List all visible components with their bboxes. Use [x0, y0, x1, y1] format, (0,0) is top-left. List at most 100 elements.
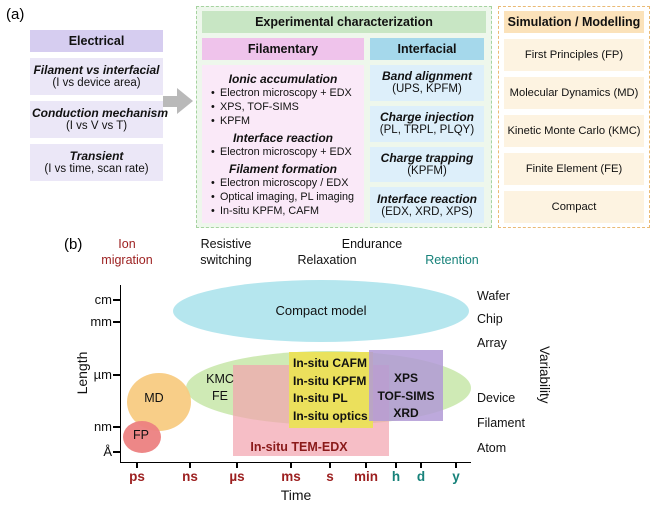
- right-label-Atom: Atom: [477, 441, 507, 455]
- interfacial-item-sub: (KPFM): [407, 164, 447, 177]
- region-label-line: FE: [212, 389, 228, 403]
- y-tick-label-mm: mm: [90, 314, 112, 329]
- x-tick-label-µs: µs: [229, 469, 245, 484]
- method-item: KPFM: [206, 115, 360, 128]
- right-axis-title: Variability: [537, 346, 552, 404]
- region-xps-tofsims-xrd: [369, 350, 443, 421]
- x-tick-s: [329, 462, 331, 468]
- region-label-line: In-situ CAFM: [293, 356, 367, 370]
- simulation-header: Simulation / Modelling: [504, 11, 644, 33]
- electrical-item-title: Conduction mechanism: [32, 106, 169, 120]
- region-label-md: MD: [89, 391, 219, 406]
- region-in-situ-probes: [289, 352, 373, 428]
- x-tick-ms: [290, 462, 292, 468]
- region-label-line: KMC: [206, 372, 234, 386]
- x-axis-title: Time: [280, 487, 312, 503]
- electrical-item-title: Filament vs interfacial: [33, 63, 160, 77]
- y-tick-label-cm: cm: [94, 292, 112, 307]
- x-tick-min: [365, 462, 367, 468]
- filamentary-content: Ionic accumulation Electron microscopy +…: [202, 65, 364, 223]
- y-tick-label-nm: nm: [93, 419, 112, 434]
- phase-label-line: migration: [101, 253, 153, 267]
- simulation-section: Simulation / Modelling First Principles …: [498, 6, 650, 228]
- region-label-line: In-situ optics: [293, 408, 368, 423]
- region-label-fp: FP: [76, 428, 206, 443]
- interfacial-column: Interfacial Band alignment (UPS, KPFM) C…: [370, 38, 484, 223]
- right-label-Wafer: Wafer: [477, 289, 510, 303]
- x-tick-label-min: min: [353, 469, 378, 484]
- x-tick-label-ps: ps: [129, 469, 145, 484]
- region-label-kmc-fe: KMC FE: [155, 371, 285, 405]
- right-label-Chip: Chip: [477, 312, 503, 326]
- electrical-section: Electrical Filament vs interfacial (I vs…: [30, 30, 169, 181]
- x-tick-d: [420, 462, 422, 468]
- method-item: Electron microscopy + EDX: [206, 87, 360, 100]
- phase-label-2: Relaxation: [272, 252, 382, 268]
- method-item: XPS, TOF-SIMS: [206, 101, 360, 114]
- method-item: In-situ KPFM, CAFM: [206, 205, 360, 218]
- flow-arrow-icon: [163, 88, 193, 114]
- phase-label-line: Retention: [425, 253, 479, 267]
- simulation-item: Molecular Dynamics (MD): [504, 77, 644, 109]
- x-tick-h: [395, 462, 397, 468]
- flow-arrow-head: [177, 88, 193, 114]
- chart-plot-area: Compact model KMC FE MD FP In-situ CAFM In-sit…: [120, 280, 471, 463]
- electrical-item-title: Transient: [69, 149, 124, 163]
- x-tick-y: [455, 462, 457, 468]
- interfacial-item-title: Band alignment: [381, 69, 472, 84]
- region-fp: [123, 421, 161, 453]
- region-label-in-situ-tem-edx: In-situ TEM-EDX: [234, 440, 364, 455]
- x-tick-label-y: y: [452, 469, 460, 484]
- phase-label-line: Resistive: [200, 237, 252, 251]
- interfacial-item: Band alignment (UPS, KPFM): [370, 65, 484, 101]
- method-item: Electron microscopy + EDX: [206, 146, 360, 159]
- x-tick-label-s: s: [326, 469, 334, 484]
- right-label-Device: Device: [477, 391, 516, 405]
- simulation-item: Compact: [504, 191, 644, 223]
- panel-a-label: (a): [6, 6, 25, 23]
- region-label-line: Compact model: [275, 303, 367, 318]
- y-tick-cm: [113, 299, 120, 301]
- experimental-header: Experimental characterization: [202, 11, 486, 33]
- x-tick-label-d: d: [416, 469, 426, 484]
- y-tick-Å: [113, 451, 120, 453]
- region-label-line: In-situ KPFM: [293, 373, 367, 388]
- method-item: Electron microscopy / EDX: [206, 177, 360, 190]
- y-tick-label-µm: µm: [93, 367, 112, 382]
- electrical-item: Filament vs interfacial (I vs device are…: [30, 58, 163, 95]
- x-tick-label-ns: ns: [182, 469, 198, 484]
- interfacial-item-sub: (EDX, XRD, XPS): [381, 205, 473, 218]
- y-tick-nm: [113, 426, 120, 428]
- x-tick-ps: [136, 462, 138, 468]
- filamentary-header: Filamentary: [202, 38, 364, 60]
- region-label-line: MD: [144, 391, 164, 405]
- electrical-header: Electrical: [30, 30, 163, 52]
- y-tick-mm: [113, 321, 120, 323]
- interfacial-item: Charge trapping (KPFM): [370, 146, 484, 183]
- region-label-line: In-situ PL: [293, 391, 348, 405]
- phase-label-line: Endurance: [341, 237, 403, 251]
- region-label-line: TOF-SIMS: [377, 388, 435, 403]
- interfacial-item-sub: (PL, TRPL, PLQY): [379, 124, 475, 137]
- y-tick-label-Å: Å: [103, 444, 112, 459]
- experimental-section: Experimental characterization Filamentar…: [196, 6, 492, 228]
- y-tick-µm: [113, 374, 120, 376]
- phase-label-3: Endurance: [317, 236, 427, 252]
- electrical-item: Conduction mechanism (I vs V vs T): [30, 101, 169, 138]
- electrical-item-sub: (I vs time, scan rate): [44, 163, 149, 175]
- interfacial-item-title: Charge trapping: [380, 150, 474, 165]
- region-label-compact-model: Compact model: [256, 303, 386, 318]
- interfacial-item: Charge injection (PL, TRPL, PLQY): [370, 105, 484, 142]
- x-tick-µs: [236, 462, 238, 468]
- method-item: Optical imaging, PL imaging: [206, 191, 360, 204]
- region-label-line: XPS: [393, 371, 418, 385]
- electrical-item-sub: (I vs V vs T): [65, 120, 128, 132]
- flow-arrow-bar: [163, 95, 177, 107]
- phase-label-0: Ion migration: [72, 236, 182, 268]
- region-label-line: In-situ TEM-EDX: [250, 440, 348, 454]
- phase-label-4: Retention: [397, 252, 507, 268]
- region-label-line: XRD: [393, 406, 419, 420]
- panel-b-label: (b): [64, 236, 83, 253]
- interfacial-header: Interfacial: [370, 38, 484, 60]
- experimental-columns: Filamentary Ionic accumulation Electron …: [202, 38, 486, 223]
